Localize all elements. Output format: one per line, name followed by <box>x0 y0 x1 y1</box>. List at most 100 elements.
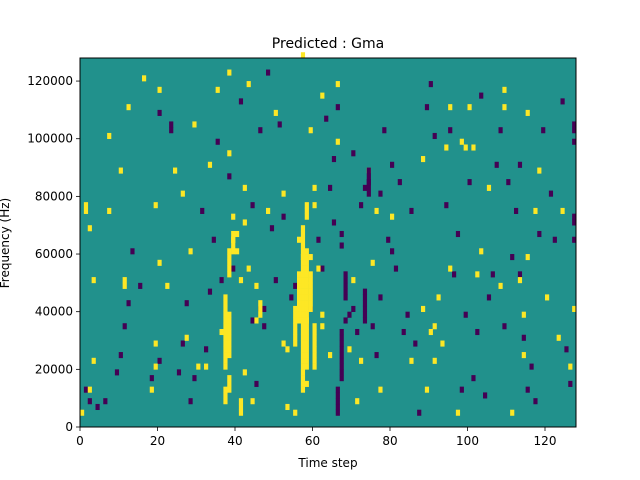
heatmap-cell-low <box>262 323 267 330</box>
heatmap-cell-high <box>122 277 127 284</box>
heatmap-cell-high <box>304 323 309 330</box>
heatmap-cell-high <box>304 202 309 209</box>
heatmap-cell-low <box>506 179 511 186</box>
heatmap-cell-high <box>568 363 573 370</box>
heatmap-cell-high <box>231 230 236 238</box>
y-tick-label: 120000 <box>27 74 73 88</box>
heatmap-cell-high <box>300 340 306 347</box>
heatmap-cell-low <box>479 92 484 99</box>
heatmap-cell-high <box>304 357 309 364</box>
heatmap-background <box>80 58 576 427</box>
heatmap-cell-high <box>227 265 232 272</box>
heatmap-cell-low <box>417 409 422 416</box>
heatmap-cell-high <box>285 346 290 353</box>
heatmap-cell-low <box>339 352 344 359</box>
heatmap-cell-high <box>223 357 228 364</box>
heatmap-cell-high <box>184 334 189 341</box>
heatmap-cell-high <box>223 300 228 307</box>
heatmap-cell-low <box>397 179 402 186</box>
heatmap-cell-high <box>533 207 538 214</box>
heatmap-cell-high <box>359 357 364 364</box>
heatmap-cell-high <box>355 398 360 405</box>
heatmap-cell-high <box>328 352 333 359</box>
heatmap-cell-high <box>293 323 298 330</box>
heatmap-cell-high <box>304 363 309 370</box>
heatmap-cell-high <box>238 398 244 405</box>
heatmap-cell-low <box>370 323 375 330</box>
heatmap-cell-high <box>227 317 232 324</box>
heatmap-cell-high <box>312 323 317 330</box>
heatmap-cell-low <box>273 277 278 284</box>
heatmap-cell-low <box>362 294 368 301</box>
heatmap-cell-high <box>300 282 306 289</box>
heatmap-cell-high <box>300 305 306 312</box>
heatmap-cell-low <box>262 305 267 312</box>
heatmap-cell-high <box>231 213 236 220</box>
heatmap-cell-high <box>312 202 317 209</box>
heatmap-cell-high <box>436 294 441 301</box>
heatmap-cell-high <box>300 386 306 393</box>
heatmap-cell-high <box>525 254 530 261</box>
heatmap-cell-low <box>169 127 174 134</box>
heatmap-cell-low <box>486 294 492 301</box>
heatmap-cell-low <box>149 375 154 382</box>
heatmap-cell-low <box>343 277 348 284</box>
x-tick-label: 40 <box>227 434 242 448</box>
heatmap-cell-high <box>246 81 251 88</box>
heatmap-cell-low <box>378 294 383 301</box>
heatmap-cell-high <box>300 357 306 364</box>
heatmap-cell-low <box>254 380 259 387</box>
heatmap-cell-high <box>300 334 306 341</box>
heatmap-cells <box>80 52 577 427</box>
y-tick-label: 20000 <box>35 362 73 376</box>
heatmap-cell-low <box>502 323 507 330</box>
heatmap-cell-high <box>335 81 340 88</box>
heatmap-cell-high <box>297 305 302 312</box>
heatmap-cell-high <box>215 86 220 93</box>
heatmap-cell-low <box>250 317 255 324</box>
heatmap-cell-low <box>572 127 577 134</box>
heatmap-cell-low <box>118 352 123 359</box>
x-axis: 0 20 40 60 80 100 120 <box>76 427 556 448</box>
heatmap-cell-high <box>486 184 492 191</box>
heatmap-cell-low <box>517 271 523 278</box>
heatmap-cell-low <box>335 398 340 405</box>
heatmap-cell-low <box>494 161 499 168</box>
heatmap-cell-high <box>308 277 313 284</box>
heatmap-cell-high <box>300 300 306 307</box>
heatmap-cell-low <box>424 104 430 111</box>
heatmap-cell-high <box>223 346 228 353</box>
heatmap-cell-high <box>300 236 306 243</box>
heatmap-cell-high <box>444 144 449 151</box>
heatmap-cell-high <box>432 323 437 330</box>
heatmap-cell-high <box>300 380 306 387</box>
x-tick-label: 60 <box>305 434 320 448</box>
heatmap-cell-low <box>324 115 329 122</box>
heatmap-cell-low <box>227 173 232 180</box>
heatmap-cell-high <box>545 294 550 301</box>
heatmap-cell-low <box>339 357 344 364</box>
heatmap-cell-low <box>192 375 197 382</box>
heatmap-cell-low <box>362 311 368 318</box>
heatmap-cell-low <box>390 161 395 168</box>
heatmap-cell-high <box>157 259 162 266</box>
heatmap-cell-high <box>231 248 236 255</box>
heatmap-cell-high <box>300 346 306 353</box>
x-tick-label: 100 <box>456 434 479 448</box>
heatmap-cell-high <box>231 236 236 243</box>
heatmap-cell-low <box>490 271 495 278</box>
heatmap-cell-low <box>432 132 437 140</box>
heatmap-cell-high <box>312 357 317 364</box>
chart-title: Predicted : Gma <box>272 36 384 52</box>
heatmap-cell-low <box>413 340 418 347</box>
heatmap-cell-high <box>300 277 306 284</box>
heatmap-cell-high <box>421 156 426 163</box>
heatmap-cell-low <box>335 386 340 393</box>
heatmap-cell-low <box>572 236 577 243</box>
heatmap-cell-high <box>227 323 232 330</box>
heatmap-cell-low <box>211 236 216 243</box>
heatmap-cell-high <box>304 282 309 289</box>
heatmap-cell-high <box>300 294 306 301</box>
heatmap-cell-low <box>355 328 360 336</box>
heatmap-cell-high <box>87 386 92 393</box>
